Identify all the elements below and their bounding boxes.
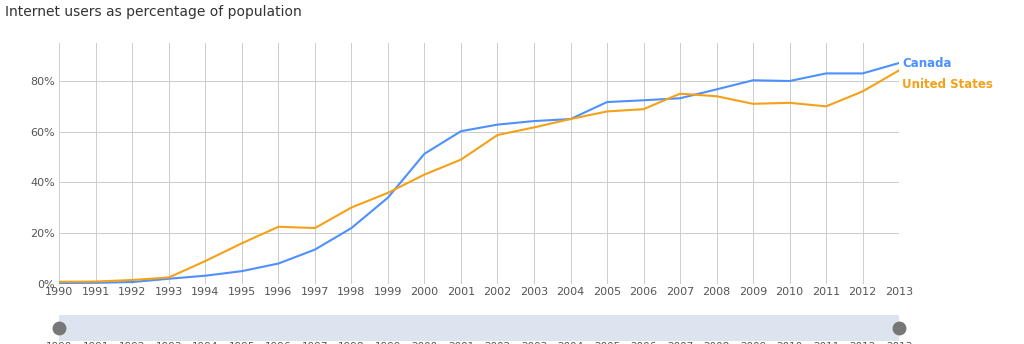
Text: Canada: Canada bbox=[902, 56, 951, 69]
Text: Internet users as percentage of population: Internet users as percentage of populati… bbox=[5, 5, 302, 19]
Text: United States: United States bbox=[902, 78, 993, 90]
